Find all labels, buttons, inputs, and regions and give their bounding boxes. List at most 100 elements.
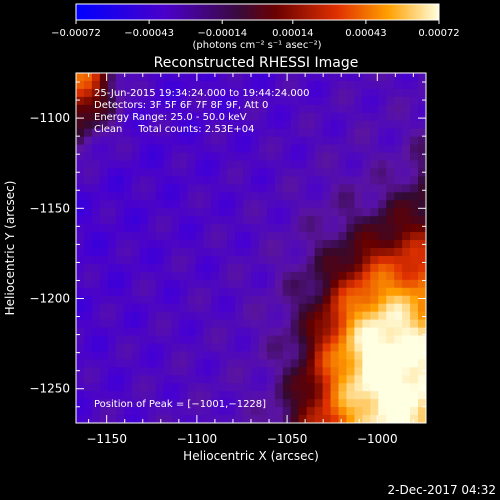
- heatmap-cell: [338, 391, 347, 400]
- heatmap-cell: [338, 255, 347, 265]
- heatmap-cell: [243, 216, 252, 225]
- heatmap-cell: [227, 136, 236, 145]
- heatmap-cell: [298, 216, 308, 225]
- heatmap-cell: [123, 144, 133, 153]
- heatmap-cell: [274, 271, 284, 281]
- heatmap-cell: [76, 240, 85, 249]
- heatmap-cell: [171, 128, 180, 138]
- heatmap-cell: [187, 351, 196, 360]
- heatmap-cell: [83, 367, 93, 376]
- heatmap-cell: [115, 192, 125, 201]
- heatmap-cell: [330, 104, 339, 114]
- heatmap-cell: [410, 200, 419, 209]
- heatmap-cell: [410, 160, 419, 169]
- x-tick-label: −1150: [86, 432, 127, 446]
- heatmap-cell: [282, 176, 292, 185]
- heatmap-cell: [123, 184, 133, 193]
- heatmap-cell: [147, 263, 156, 273]
- heatmap-cell: [91, 263, 101, 273]
- heatmap-cell: [123, 216, 133, 225]
- heatmap-cell: [115, 391, 125, 400]
- heatmap-cell: [83, 152, 93, 161]
- heatmap-cell: [243, 383, 252, 392]
- heatmap-cell: [179, 407, 188, 416]
- heatmap-cell: [147, 184, 156, 193]
- heatmap-cell: [235, 335, 244, 344]
- heatmap-cell: [155, 248, 164, 257]
- heatmap-cell: [370, 152, 379, 161]
- heatmap-cell: [171, 184, 180, 193]
- heatmap-cell: [274, 112, 284, 122]
- heatmap-cell: [346, 383, 355, 392]
- heatmap-cell: [306, 263, 316, 273]
- heatmap-cell: [243, 327, 252, 336]
- heatmap-cell: [243, 120, 252, 130]
- heatmap-cell: [314, 359, 323, 368]
- heatmap-cell: [99, 327, 109, 336]
- heatmap-cell: [290, 359, 300, 368]
- heatmap-cell: [235, 391, 244, 400]
- heatmap-cell: [163, 168, 172, 177]
- heatmap-cell: [115, 327, 125, 336]
- heatmap-cell: [402, 208, 411, 217]
- heatmap-cell: [402, 399, 411, 408]
- heatmap-cell: [123, 192, 133, 201]
- heatmap-cell: [266, 200, 276, 209]
- heatmap-cell: [171, 319, 180, 328]
- heatmap-cell: [227, 383, 236, 392]
- heatmap-cell: [354, 255, 363, 265]
- heatmap-cell: [123, 73, 133, 82]
- heatmap-cell: [83, 136, 93, 145]
- heatmap-cell: [338, 112, 347, 122]
- heatmap-cell: [386, 327, 395, 336]
- heatmap-cell: [306, 144, 316, 153]
- heatmap-cell: [115, 80, 125, 90]
- heatmap-cell: [274, 80, 284, 90]
- heatmap-cell: [394, 391, 403, 400]
- heatmap-cell: [258, 73, 268, 82]
- heatmap-cell: [99, 144, 109, 153]
- heatmap-cell: [338, 287, 347, 297]
- heatmap-cell: [155, 383, 164, 392]
- heatmap-cell: [235, 367, 244, 376]
- heatmap-cell: [370, 144, 379, 153]
- heatmap-cell: [282, 152, 292, 161]
- heatmap-cell: [394, 415, 403, 423]
- heatmap-cell: [338, 351, 347, 360]
- heatmap-cell: [362, 367, 371, 376]
- heatmap-cell: [171, 240, 180, 249]
- heatmap-cell: [147, 208, 156, 217]
- heatmap-cell: [266, 343, 276, 352]
- heatmap-cell: [243, 240, 252, 249]
- heatmap-cell: [346, 240, 355, 249]
- heatmap-cell: [235, 359, 244, 368]
- heatmap-cell: [219, 168, 228, 177]
- heatmap-cell: [330, 391, 339, 400]
- heatmap-cell: [107, 152, 117, 161]
- heatmap-cell: [163, 399, 172, 408]
- heatmap-cell: [115, 208, 125, 217]
- heatmap-cell: [378, 144, 387, 153]
- heatmap-cell: [179, 311, 188, 320]
- heatmap-cell: [386, 104, 395, 114]
- heatmap-cell: [227, 200, 236, 209]
- heatmap-cell: [418, 96, 426, 106]
- heatmap-cell: [76, 343, 85, 352]
- heatmap-cell: [115, 112, 125, 122]
- heatmap-cell: [290, 192, 300, 201]
- heatmap-cell: [91, 335, 101, 344]
- heatmap-cell: [386, 271, 395, 281]
- heatmap-cell: [418, 279, 426, 289]
- heatmap-cell: [107, 359, 117, 368]
- heatmap-cell: [314, 279, 323, 289]
- heatmap-cell: [386, 152, 395, 161]
- heatmap-cell: [76, 311, 85, 320]
- heatmap-cell: [219, 80, 228, 90]
- heatmap-cell: [99, 279, 109, 289]
- heatmap-cell: [314, 375, 323, 384]
- heatmap-cell: [251, 279, 260, 289]
- heatmap-cell: [155, 73, 164, 82]
- heatmap-cell: [227, 303, 236, 313]
- heatmap-cell: [282, 271, 292, 281]
- heatmap-cell: [282, 295, 292, 305]
